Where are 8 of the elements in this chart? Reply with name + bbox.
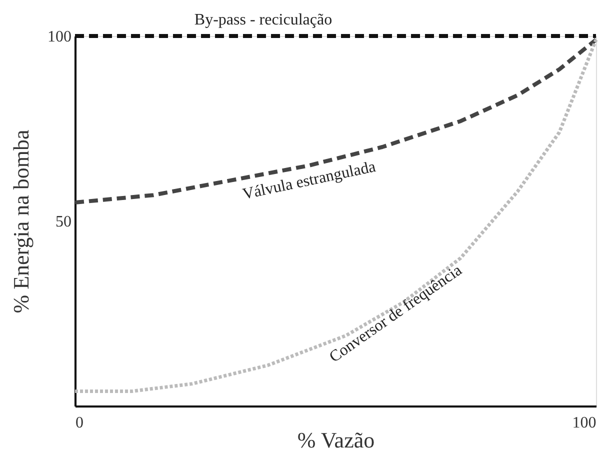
y-axis-title: % Energia na bomba — [8, 130, 34, 314]
line-series — [73, 38, 598, 204]
line-series — [73, 38, 598, 393]
series-label: By-pass - reciculação — [194, 11, 332, 28]
y-tick-label: 50 — [56, 214, 72, 230]
text: Válvula estrangulada — [241, 158, 378, 204]
x-axis-title: % Vazão — [297, 428, 375, 450]
x-tick-label: 0 — [76, 414, 84, 432]
